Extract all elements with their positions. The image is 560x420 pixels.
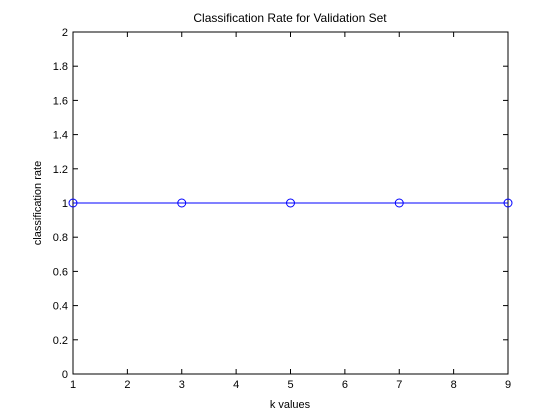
series-layer: [68, 198, 513, 208]
ticks-layer: 1 2 3 4 5 6 7 8 9 0 0.2 0.4 0.6 0.8 1 1.2 1.4 1.6 1.8 2: [53, 27, 511, 391]
x-tick-label: 1: [70, 379, 76, 391]
y-tick-label: 0.4: [53, 301, 68, 313]
y-tick-label: 0: [62, 369, 68, 381]
chart-title: Classification Rate for Validation Set: [193, 11, 387, 25]
y-tick-label: 1.2: [53, 164, 68, 176]
x-tick-label: 3: [179, 379, 185, 391]
y-tick-label: 0.6: [53, 266, 68, 278]
x-tick-label: 8: [451, 379, 457, 391]
x-axis-label: k values: [270, 399, 311, 411]
data-point-marker: [503, 198, 513, 208]
y-tick-label: 0.8: [53, 232, 68, 244]
data-point-marker: [177, 198, 187, 208]
y-tick-label: 0.2: [53, 335, 68, 347]
data-point-marker: [286, 198, 295, 208]
x-tick-label: 5: [287, 379, 293, 391]
y-tick-label: 1: [62, 198, 68, 210]
data-point-marker: [68, 198, 78, 208]
x-tick-label: 7: [396, 379, 402, 391]
y-tick-label: 2: [62, 27, 68, 39]
x-tick-label: 2: [124, 379, 130, 391]
x-tick-label: 9: [505, 379, 511, 391]
y-tick-label: 1.4: [53, 130, 68, 142]
x-tick-label: 4: [233, 379, 239, 391]
y-tick-label: 1.6: [53, 95, 68, 107]
y-tick-label: 1.8: [53, 61, 68, 73]
data-point-marker: [394, 198, 404, 208]
x-tick-label: 6: [342, 379, 348, 391]
y-axis-label: classification rate: [32, 161, 44, 245]
